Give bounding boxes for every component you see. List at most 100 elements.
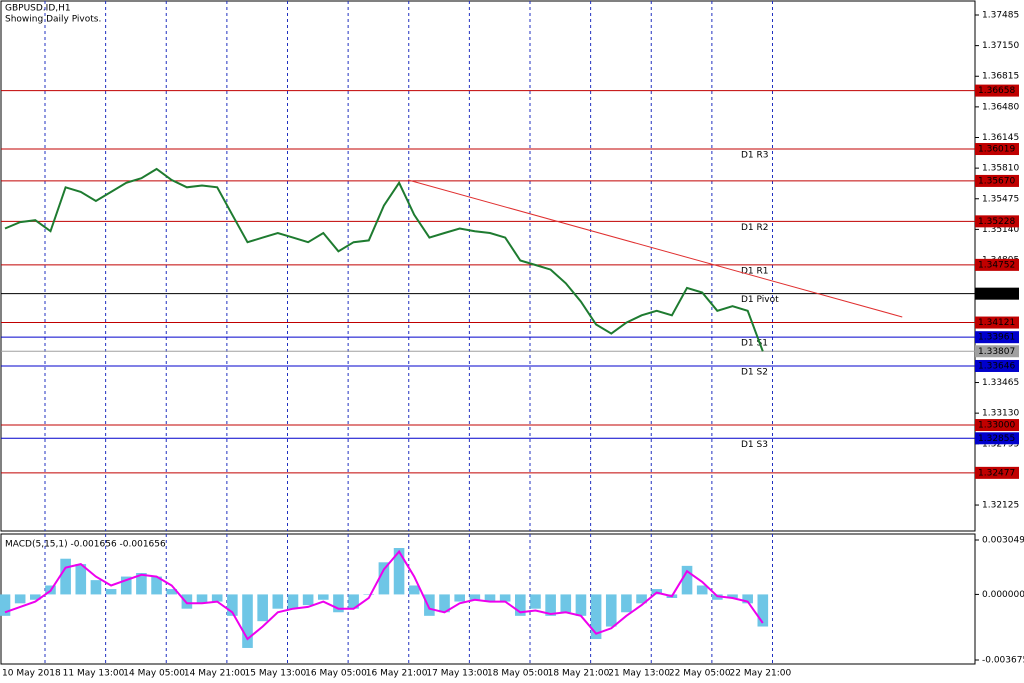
x-tick-label: 11 May 13:00: [63, 669, 125, 679]
price-line: [4, 167, 764, 352]
x-tick-label: 16 May 05:00: [305, 669, 367, 679]
macd-bar: [0, 594, 11, 616]
macd-bar: [60, 558, 71, 595]
level-box: [975, 345, 1019, 358]
macd-bar: [499, 594, 511, 602]
level-box: [975, 143, 1019, 156]
level-label: 1.32477: [978, 468, 1015, 478]
macd-bar: [242, 594, 253, 648]
y-tick-label: -0.003675: [982, 656, 1024, 666]
macd-bar: [317, 594, 329, 600]
macd-bar: [196, 594, 208, 604]
level-label: 1.35228: [978, 217, 1015, 227]
y-tick-label: 1.32125: [982, 501, 1019, 511]
macd-bar: [136, 572, 147, 595]
level-label: 1.36658: [978, 86, 1015, 96]
macd-bar: [469, 594, 481, 600]
macd-bar: [515, 594, 526, 616]
trend-line: [408, 179, 903, 318]
level-box: [975, 174, 1019, 187]
y-tick-label: 0.000000: [982, 590, 1024, 600]
macd-bar: [560, 594, 572, 613]
level-box: [975, 215, 1019, 228]
macd-bar: [696, 585, 708, 595]
level-label: 1.36019: [978, 145, 1015, 155]
pivot-name: D1 S2: [741, 367, 768, 377]
level-box: [975, 359, 1019, 372]
macd-bar: [105, 589, 117, 595]
macd-bar: [590, 594, 602, 640]
macd-bar: [621, 594, 632, 613]
level-label: 1.35670: [978, 176, 1015, 186]
macd-bar: [90, 580, 102, 595]
x-tick-label: 18 May 05:00: [487, 669, 549, 679]
y-tick-label: 1.35140: [982, 225, 1019, 235]
level-box: [975, 331, 1019, 344]
x-tick-label: 18 May 21:00: [548, 669, 610, 679]
x-tick-label: 21 May 13:00: [608, 669, 670, 679]
macd-bar: [378, 562, 390, 595]
y-tick-label: 1.35810: [982, 164, 1019, 174]
level-label: 1.34121: [978, 318, 1015, 328]
macd-bar: [302, 594, 314, 606]
macd-bar: [363, 594, 375, 595]
macd-bar: [120, 576, 132, 595]
macd-title: MACD(5,15,1) -0.001656 -0.001656: [5, 540, 166, 550]
macd-bar: [211, 594, 223, 602]
pivot-name: D1 R1: [741, 266, 769, 276]
macd-bar: [227, 594, 238, 616]
x-tick-label: 10 May 2018: [2, 669, 61, 679]
x-tick-label: 14 May 05:00: [123, 669, 185, 679]
y-tick-label: 1.36480: [982, 102, 1019, 112]
price-panel: [0, 0, 976, 532]
macd-bar: [75, 564, 87, 595]
y-tick-label: 1.33130: [982, 409, 1019, 419]
macd-bar: [439, 594, 450, 613]
macd-bar: [681, 565, 693, 595]
pivot-name: D1 R2: [741, 223, 769, 233]
y-tick-label: 1.36145: [982, 133, 1019, 143]
level-label: 1.33646: [978, 361, 1015, 371]
y-tick-label: 1.37485: [982, 10, 1019, 20]
macd-bar: [30, 594, 41, 600]
macd-bar: [424, 594, 435, 616]
x-tick-label: 22 May 21:00: [730, 669, 792, 679]
macd-bar: [530, 594, 541, 609]
y-tick-label: 1.35475: [982, 194, 1019, 204]
macd-bar: [14, 594, 26, 604]
macd-bar: [727, 594, 738, 598]
level-box: [975, 419, 1019, 432]
pivot-name: D1 Pivot: [741, 295, 779, 305]
y-tick-label: 1.36815: [982, 72, 1019, 82]
level-label: 1.33807: [978, 347, 1015, 357]
x-tick-label: 15 May 13:00: [245, 669, 307, 679]
x-tick-label: 22 May 05:00: [669, 669, 731, 679]
macd-bar: [636, 594, 647, 604]
x-tick-label: 17 May 13:00: [426, 669, 488, 679]
x-tick-label: 16 May 21:00: [366, 669, 428, 679]
chart-title: GBPUSD.ID,H1: [5, 4, 71, 14]
level-label: 1.34437: [978, 289, 1015, 299]
y-tick-label: 1.33465: [982, 378, 1019, 388]
macd-bar: [257, 594, 268, 622]
macd-bar: [287, 594, 299, 609]
level-box: [975, 258, 1019, 271]
macd-bar: [181, 594, 193, 609]
chart-subtitle: Showing Daily Pivots.: [5, 15, 101, 25]
macd-bar: [151, 576, 162, 595]
signal-line: [4, 549, 764, 641]
level-label: 1.32855: [978, 434, 1015, 444]
pivot-name: D1 R3: [741, 151, 769, 161]
x-tick-label: 14 May 21:00: [184, 669, 246, 679]
macd-bar: [742, 594, 753, 604]
macd-bar: [272, 594, 284, 609]
macd-bar: [166, 589, 178, 595]
macd-bar: [575, 594, 587, 616]
macd-bar: [408, 585, 420, 595]
level-box: [975, 466, 1019, 479]
macd-bar: [333, 594, 344, 613]
y-tick-label: 1.37150: [982, 41, 1019, 51]
macd-bar: [484, 594, 496, 602]
macd-bar: [605, 594, 617, 627]
